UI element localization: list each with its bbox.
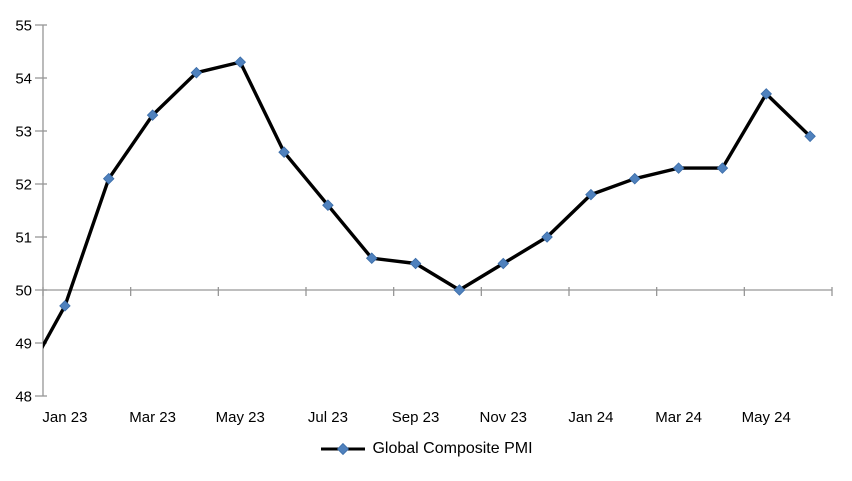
x-axis-tick-label: Mar 23: [129, 409, 176, 426]
data-point-marker: [760, 88, 773, 100]
y-axis-tick-label: 53: [15, 124, 32, 141]
data-point-marker: [409, 257, 422, 270]
legend-label: Global Composite PMI: [372, 440, 533, 457]
data-point-marker: [804, 130, 816, 143]
data-point-marker: [365, 252, 378, 264]
y-axis-tick-label: 51: [15, 230, 32, 247]
x-axis-tick-label: Jul 23: [308, 409, 348, 426]
data-point-marker: [146, 109, 159, 121]
x-axis-tick-label: Mar 24: [655, 409, 702, 426]
data-point-marker: [497, 257, 510, 270]
data-point-marker: [102, 172, 115, 185]
pmi-series-line: [43, 60, 812, 350]
x-axis-tick-label: Nov 23: [479, 409, 527, 426]
y-axis-tick-label: 49: [15, 336, 32, 353]
data-point-marker: [628, 172, 641, 185]
y-axis-tick-label: 48: [15, 389, 32, 406]
data-point-marker: [59, 300, 71, 312]
y-axis-tick-label: 54: [15, 71, 32, 88]
y-axis-tick-label: 50: [15, 283, 32, 300]
plot-area: [43, 56, 816, 350]
data-point-marker: [322, 199, 334, 211]
x-axis-tick-label: May 23: [216, 409, 265, 426]
data-point-marker: [453, 284, 466, 296]
data-point-marker: [278, 146, 290, 158]
data-point-marker: [672, 162, 685, 174]
legend-line-marker-icon: [321, 442, 366, 456]
data-point-marker: [585, 188, 597, 201]
data-point-marker: [716, 162, 729, 174]
y-axis-tick-label: 52: [15, 177, 32, 194]
y-axis-tick-label: 55: [15, 18, 32, 35]
x-axis-tick-label: Jan 24: [568, 409, 613, 426]
data-point-marker: [541, 231, 553, 243]
chart-legend: Global Composite PMI: [0, 440, 852, 458]
x-axis-tick-label: May 24: [742, 409, 791, 426]
data-point-marker: [190, 66, 203, 79]
x-axis-tick-label: Jan 23: [42, 409, 87, 426]
data-point-marker: [234, 56, 247, 68]
x-axis-tick-label: Sep 23: [392, 409, 440, 426]
